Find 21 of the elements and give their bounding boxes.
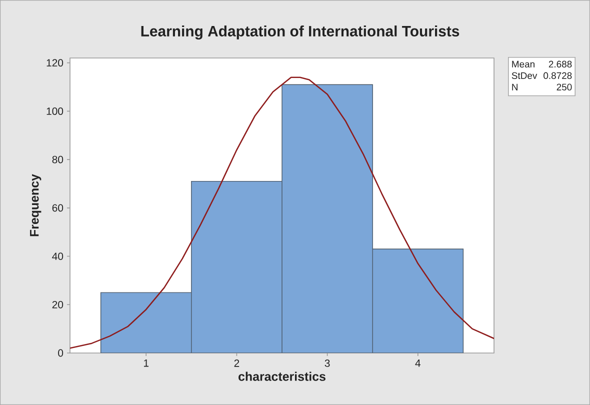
line-series	[70, 76, 494, 349]
chart-title: Learning Adaptation of International Tourists	[141, 26, 460, 40]
x-tick-label: 2	[234, 360, 240, 367]
x-tick-label: 1	[144, 360, 148, 367]
text: N	[512, 84, 518, 90]
y-tick-label: 0	[58, 349, 64, 357]
y-tick-label: 60	[52, 204, 64, 212]
text: 0.8728	[544, 72, 572, 79]
text: 2.688	[548, 60, 572, 68]
x-axis-title: characteristics	[238, 372, 326, 381]
text: StDev	[512, 72, 538, 79]
text: 250	[556, 84, 572, 90]
y-tick-label: 20	[52, 300, 64, 308]
text: Mean	[512, 60, 534, 68]
y-tick-label: 80	[52, 156, 64, 164]
y-tick-label: 120	[46, 59, 64, 67]
x-tick-label: 4	[415, 360, 420, 367]
y-tick-label: 40	[52, 252, 64, 260]
x-tick-label: 3	[324, 360, 330, 367]
y-axis-title: Frequency	[30, 174, 42, 236]
y-tick-label: 100	[46, 108, 64, 115]
